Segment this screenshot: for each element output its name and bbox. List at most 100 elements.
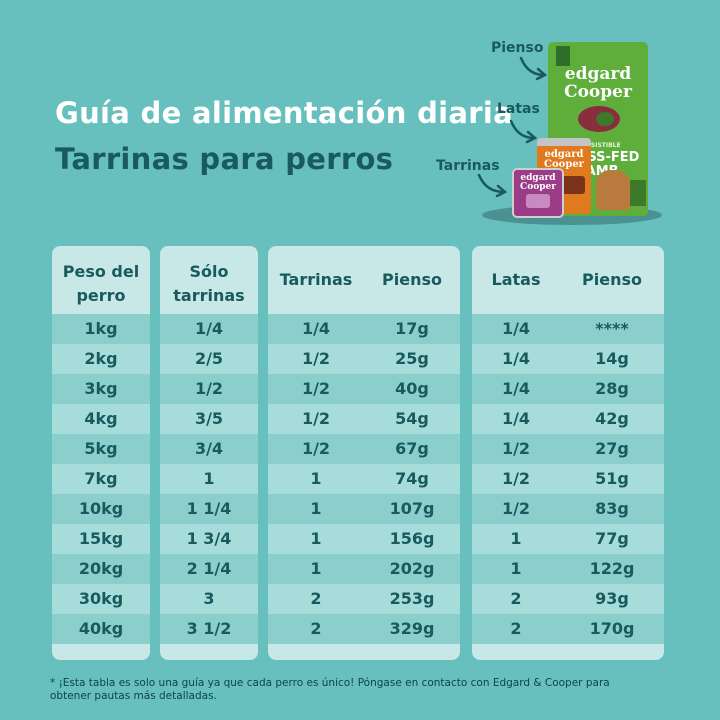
table-cell-only: 1 bbox=[203, 469, 215, 488]
table-cell-tubs: 1/2 bbox=[301, 379, 331, 398]
table-cell-kibble1: 202g bbox=[389, 559, 435, 578]
panel-cans-kibble: Latas Pienso 1/4 **** 1/4 14g 1/4 28g 1/4 42g 1/… bbox=[472, 246, 664, 660]
panel-tubs-kibble: Tarrinas Pienso 1/4 17g 1/2 25g 1/2 40g 1/2 54g… bbox=[268, 246, 460, 660]
table-cell-only: 2/5 bbox=[194, 349, 224, 368]
table-cell-kibble2: 122g bbox=[589, 559, 635, 578]
table-cell-kibble2: 170g bbox=[589, 619, 635, 638]
table-cell-kibble1: 74g bbox=[395, 469, 429, 488]
table-cell-cans: 2 bbox=[510, 589, 522, 608]
table-cell-weight: 20kg bbox=[78, 559, 124, 578]
table-row bbox=[472, 524, 664, 554]
table-row bbox=[160, 344, 258, 374]
lamb-badge bbox=[630, 180, 646, 206]
table-cell-only: 1 1/4 bbox=[186, 499, 232, 518]
table-row bbox=[472, 554, 664, 584]
table-row bbox=[268, 584, 460, 614]
tray-brand: edgard Cooper bbox=[520, 173, 556, 192]
table-cell-cans: 1/4 bbox=[501, 319, 531, 338]
table-row bbox=[268, 464, 460, 494]
table-cell-kibble2: 27g bbox=[595, 439, 629, 458]
table-cell-kibble1: 156g bbox=[389, 529, 435, 548]
header-tubs: Tarrinas bbox=[279, 270, 353, 289]
table-cell-tubs: 1/4 bbox=[301, 319, 331, 338]
table-cell-kibble1: 17g bbox=[395, 319, 429, 338]
table-row bbox=[472, 464, 664, 494]
table-cell-weight: 3kg bbox=[84, 379, 118, 398]
table-cell-weight: 2kg bbox=[84, 349, 118, 368]
table-cell-only: 3 1/2 bbox=[186, 619, 232, 638]
table-row bbox=[472, 494, 664, 524]
table-row bbox=[472, 434, 664, 464]
table-cell-weight: 15kg bbox=[78, 529, 124, 548]
table-cell-weight: 5kg bbox=[84, 439, 118, 458]
table-row bbox=[160, 614, 258, 644]
label-latas: Latas bbox=[497, 101, 540, 117]
table-row bbox=[52, 614, 150, 644]
table-row bbox=[160, 374, 258, 404]
tray-image: edgard Cooper bbox=[512, 168, 564, 218]
table-row bbox=[160, 524, 258, 554]
can-lid bbox=[537, 138, 591, 146]
header-kibble: Pienso bbox=[582, 270, 642, 289]
table-cell-cans: 1/4 bbox=[501, 379, 531, 398]
table-row bbox=[268, 524, 460, 554]
header-weight: Peso del perro bbox=[62, 262, 140, 305]
table-cell-tubs: 2 bbox=[310, 589, 322, 608]
table-cell-tubs: 1/2 bbox=[301, 349, 331, 368]
table-row bbox=[268, 494, 460, 524]
can-brand: edgard Cooper bbox=[544, 149, 584, 170]
table-cell-kibble1: 107g bbox=[389, 499, 435, 518]
table-row bbox=[268, 614, 460, 644]
table-cell-tubs: 1 bbox=[310, 529, 322, 548]
table-cell-only: 1/2 bbox=[194, 379, 224, 398]
table-cell-cans: 1/2 bbox=[501, 439, 531, 458]
table-cell-kibble2: 77g bbox=[595, 529, 629, 548]
table-row bbox=[472, 344, 664, 374]
table-cell-only: 3/5 bbox=[194, 409, 224, 428]
table-row bbox=[52, 464, 150, 494]
table-cell-cans: 1/4 bbox=[501, 349, 531, 368]
table-row bbox=[160, 554, 258, 584]
table-row bbox=[268, 554, 460, 584]
arrow-icon bbox=[477, 173, 508, 198]
table-row bbox=[52, 344, 150, 374]
panel-weight: Peso del perro 1kg 2kg 3kg 4kg 5kg 7kg 10kg 15k… bbox=[52, 246, 150, 660]
table-row bbox=[472, 314, 664, 344]
arrow-icon bbox=[509, 119, 538, 144]
table-cell-weight: 1kg bbox=[84, 319, 118, 338]
table-cell-cans: 1 bbox=[510, 529, 522, 548]
table-row bbox=[472, 404, 664, 434]
table-cell-cans: 1/2 bbox=[501, 499, 531, 518]
table-row bbox=[268, 344, 460, 374]
table-row bbox=[160, 314, 258, 344]
header-kibble: Pienso bbox=[382, 270, 442, 289]
table-row bbox=[268, 374, 460, 404]
table-cell-cans: 2 bbox=[510, 619, 522, 638]
table-cell-kibble1: 329g bbox=[389, 619, 435, 638]
table-cell-kibble2: 51g bbox=[595, 469, 629, 488]
table-row bbox=[472, 584, 664, 614]
header-cans: Latas bbox=[491, 270, 541, 289]
table-cell-kibble2: 42g bbox=[595, 409, 629, 428]
table-row bbox=[472, 614, 664, 644]
bag-sub-1: IRRESISTIBLE bbox=[575, 142, 621, 149]
table-cell-kibble2: 93g bbox=[595, 589, 629, 608]
table-row bbox=[52, 494, 150, 524]
table-row bbox=[160, 494, 258, 524]
table-row bbox=[52, 554, 150, 584]
table-cell-only: 2 1/4 bbox=[186, 559, 232, 578]
page-subtitle: Tarrinas para perros bbox=[55, 142, 394, 176]
table-row bbox=[160, 464, 258, 494]
tray-picture bbox=[526, 194, 550, 208]
table-row bbox=[268, 404, 460, 434]
panel-only-tubs: Sólo tarrinas 1/4 2/5 1/2 3/5 3/4 1 1 1/4 1 3/4… bbox=[160, 246, 258, 660]
table-cell-kibble2: 14g bbox=[595, 349, 629, 368]
table-cell-cans: 1/2 bbox=[501, 469, 531, 488]
table-row bbox=[268, 434, 460, 464]
label-pienso: Pienso bbox=[491, 40, 544, 56]
table-cell-weight: 7kg bbox=[84, 469, 118, 488]
label-tarrinas: Tarrinas bbox=[436, 158, 500, 174]
header-only-tubs: Sólo tarrinas bbox=[173, 262, 245, 305]
leaf-icon bbox=[596, 112, 614, 126]
table-cell-tubs: 1 bbox=[310, 559, 322, 578]
